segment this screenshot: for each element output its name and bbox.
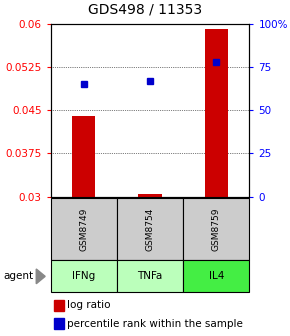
Text: IFNg: IFNg [72, 271, 95, 281]
Bar [72, 116, 95, 197]
Bar [205, 29, 228, 197]
Text: percentile rank within the sample: percentile rank within the sample [67, 319, 242, 329]
Text: GSM8749: GSM8749 [79, 208, 88, 251]
Bar [139, 194, 162, 197]
Polygon shape [36, 269, 45, 284]
Text: GSM8754: GSM8754 [146, 208, 155, 251]
Text: TNFa: TNFa [137, 271, 163, 281]
Text: agent: agent [3, 271, 33, 281]
Text: log ratio: log ratio [67, 300, 110, 310]
Text: IL4: IL4 [209, 271, 224, 281]
Text: GSM8759: GSM8759 [212, 208, 221, 251]
Text: GDS498 / 11353: GDS498 / 11353 [88, 2, 202, 16]
